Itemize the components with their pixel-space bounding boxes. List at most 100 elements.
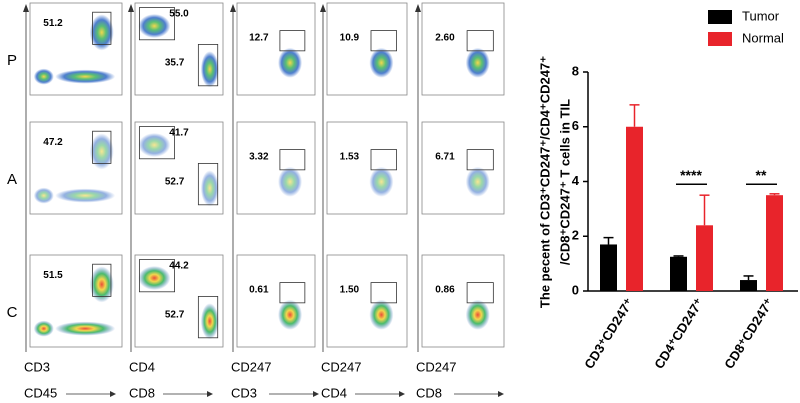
panel-frame	[29, 121, 123, 215]
bar	[670, 256, 687, 291]
cell-cluster	[55, 188, 116, 203]
cell-cluster	[465, 47, 490, 78]
cell-cluster	[138, 14, 171, 38]
significance: ****	[680, 167, 702, 183]
cell-cluster	[369, 166, 394, 197]
cell-cluster	[138, 266, 171, 290]
gate-percent: 12.7	[249, 33, 269, 44]
y-channel: CD3	[24, 359, 50, 374]
significance: **	[756, 167, 767, 183]
cell-cluster	[33, 187, 54, 204]
bar	[696, 225, 713, 291]
arrow-head	[207, 391, 213, 397]
gate-percent: 6.71	[435, 152, 455, 163]
row-label: P	[7, 52, 17, 69]
panel-frame	[236, 2, 316, 96]
arrow-head	[313, 391, 319, 397]
gate	[197, 162, 219, 206]
cell-cluster	[369, 47, 394, 78]
gate-percent: 1.50	[340, 285, 360, 296]
cell-cluster	[278, 299, 303, 330]
gate-percent: 51.5	[43, 270, 63, 281]
gate	[92, 263, 112, 297]
cell-cluster	[33, 320, 54, 337]
bar	[766, 195, 783, 291]
row-label: C	[7, 304, 18, 321]
legend-label: Normal	[742, 30, 784, 45]
cell-cluster	[278, 47, 303, 78]
arrow-head	[230, 4, 236, 12]
y-channel: CD247	[416, 359, 456, 374]
gate	[279, 282, 306, 304]
gate-percent: 2.60	[435, 33, 455, 44]
cell-cluster	[200, 51, 219, 88]
x-tick-label: CD8⁺CD247⁺	[721, 295, 776, 371]
gate-percent: 47.2	[43, 137, 63, 148]
cell-cluster	[369, 299, 394, 330]
gate-percent: 41.7	[169, 128, 189, 139]
y-channel: CD247	[231, 359, 271, 374]
y-axis-label: The pecent of CD3⁺CD247⁺/CD4⁺CD247⁺	[537, 56, 552, 308]
gate-percent: 1.53	[340, 152, 360, 163]
gate	[370, 282, 398, 304]
gate	[92, 130, 112, 164]
arrow-head	[320, 4, 326, 12]
gate-percent: 3.32	[249, 152, 269, 163]
panel-frame	[134, 121, 224, 215]
x-channel: CD4	[321, 385, 347, 400]
gate-percent: 44.2	[169, 261, 189, 272]
row-label: A	[7, 171, 17, 188]
gate-percent: 52.7	[165, 309, 185, 320]
cell-cluster	[138, 133, 171, 157]
cell-cluster	[55, 321, 116, 336]
y-tick-label: 0	[572, 282, 579, 297]
bar	[626, 126, 643, 291]
cell-cluster	[200, 170, 219, 207]
gate	[370, 149, 398, 171]
gate-percent: 10.9	[340, 33, 360, 44]
y-tick-label: 4	[572, 173, 580, 188]
cell-cluster	[89, 133, 114, 170]
x-channel: CD8	[416, 385, 442, 400]
y-tick-label: 6	[572, 118, 579, 133]
cell-cluster	[55, 69, 116, 84]
panel-frame	[236, 121, 316, 215]
y-channel: CD4	[129, 359, 155, 374]
arrow-head	[110, 391, 116, 397]
panel-frame	[29, 254, 123, 348]
gate	[92, 11, 112, 45]
legend-swatch	[708, 32, 732, 46]
x-channel: CD3	[231, 385, 257, 400]
x-tick-label: CD3⁺CD247⁺	[581, 295, 636, 371]
y-channel: CD247	[321, 359, 361, 374]
gate	[138, 259, 175, 293]
cell-cluster	[465, 166, 490, 197]
cell-cluster	[278, 166, 303, 197]
y-axis-label: /CD8⁺CD247⁺ T cells in TIL	[557, 99, 572, 265]
bar	[740, 280, 757, 291]
panel-frame	[421, 254, 505, 348]
gate	[466, 30, 494, 52]
legend-label: Tumor	[742, 8, 780, 23]
panel-frame	[29, 2, 123, 96]
legend-swatch	[708, 10, 732, 24]
cell-cluster	[33, 68, 54, 85]
gate	[197, 44, 219, 87]
gate-percent: 51.2	[43, 18, 63, 29]
arrow-head	[128, 4, 134, 12]
panel-frame	[326, 254, 408, 348]
gate	[370, 30, 398, 52]
gate	[466, 282, 494, 304]
panel-frame	[134, 254, 224, 348]
cell-cluster	[465, 299, 490, 330]
bar	[600, 244, 617, 291]
panel-frame	[421, 121, 505, 215]
gate	[279, 30, 306, 52]
cell-cluster	[89, 266, 114, 303]
arrow-head	[498, 391, 504, 397]
panel-frame	[421, 2, 505, 96]
x-channel: CD8	[129, 385, 155, 400]
panel-frame	[326, 121, 408, 215]
cell-cluster	[89, 14, 114, 51]
